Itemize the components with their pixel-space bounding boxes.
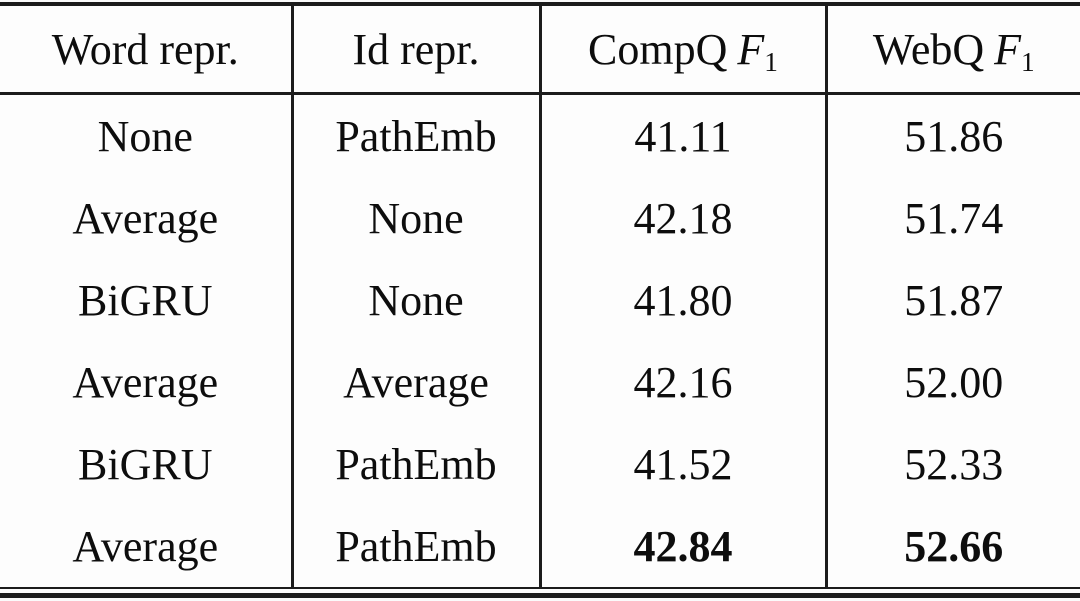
cell-compq-f1: 41.52	[538, 423, 826, 505]
cell-word-repr: BiGRU	[78, 439, 213, 489]
cell-compq-f1: 42.16	[538, 341, 826, 423]
column-header-compq-f1: CompQ F1	[538, 6, 826, 95]
cell-webq-f1: 52.66	[824, 505, 1080, 589]
cell-compq-f1: 41.80	[538, 259, 826, 341]
cell-word-repr: Average	[0, 505, 292, 589]
table-body: None PathEmb 41.11 51.86 Average None 42…	[0, 93, 1080, 589]
column-header-word-repr: Word repr.	[0, 6, 292, 95]
table-row: Average PathEmb 42.84 52.66	[0, 505, 1080, 589]
cell-id-repr: PathEmb	[290, 423, 540, 505]
column-header-webq-f1: WebQ F1	[824, 6, 1080, 95]
results-table: Word repr. Id repr. CompQ F1 WebQ F1 None …	[0, 6, 1080, 589]
column-header-id-repr: Id repr.	[290, 6, 540, 95]
f-metric-symbol: F	[737, 24, 765, 74]
cell-id-repr: None	[290, 177, 540, 259]
compq-label: CompQ	[588, 24, 728, 74]
cell-webq-f1: 51.86	[824, 93, 1080, 177]
cell-word-repr: Average	[72, 193, 219, 243]
cell-webq-f1: 51.87	[824, 259, 1080, 341]
table-row: None PathEmb 41.11 51.86	[0, 93, 1080, 177]
cell-webq-f1: 52.00	[824, 341, 1080, 423]
cell-compq-f1: 42.84	[538, 505, 826, 589]
cell-word-repr: BiGRU	[78, 275, 213, 325]
webq-label: WebQ	[872, 24, 985, 74]
cell-webq-f1: 51.74	[824, 177, 1080, 259]
cell-id-repr: PathEmb	[290, 505, 540, 589]
cell-compq-f1: 41.11	[538, 93, 826, 177]
f-metric-subscript: 1	[764, 46, 778, 77]
table-row: Average None 42.18 51.74	[0, 177, 1080, 259]
f-metric-subscript: 1	[1021, 46, 1035, 77]
cell-word-repr: Average	[72, 357, 219, 407]
table-row: BiGRU None 41.80 51.87	[0, 259, 1080, 341]
cell-id-repr: Average	[290, 341, 540, 423]
cell-id-repr: PathEmb	[290, 93, 540, 177]
cell-id-repr: None	[290, 259, 540, 341]
f-metric-symbol: F	[994, 24, 1022, 74]
table-row: BiGRU PathEmb 41.52 52.33	[0, 423, 1080, 505]
table-header-row: Word repr. Id repr. CompQ F1 WebQ F1	[0, 6, 1080, 95]
cell-webq-f1: 52.33	[824, 423, 1080, 505]
cell-compq-f1: 42.18	[538, 177, 826, 259]
table-row: Average Average 42.16 52.00	[0, 341, 1080, 423]
cell-word-repr: None	[97, 111, 193, 161]
